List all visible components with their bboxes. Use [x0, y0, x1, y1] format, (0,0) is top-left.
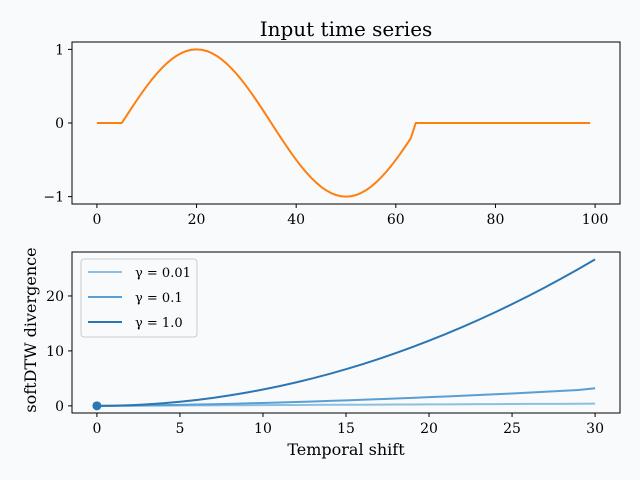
legend-label: γ = 1.0 — [135, 316, 183, 331]
x-axis-label: Temporal shift — [287, 440, 405, 459]
legend-box — [80, 258, 198, 338]
plot-lines — [96, 48, 591, 198]
plot-lines — [92, 258, 596, 411]
softdtw-divergence-chart: Temporal shift softDTW divergence 0 5 10 15… — [21, 247, 621, 459]
x-tick-label: 10 — [254, 421, 272, 437]
legend-label: γ = 0.01 — [135, 266, 191, 281]
series-line — [96, 48, 591, 198]
axis-ticks: 0 5 10 15 20 25 30 0 10 20 — [46, 289, 604, 437]
x-tick-label: 40 — [287, 212, 305, 228]
x-tick-label: 25 — [503, 421, 521, 437]
x-tick-label: 0 — [92, 421, 101, 437]
legend: γ = 0.01 γ = 0.1 γ = 1.0 — [80, 258, 198, 338]
origin-marker — [92, 401, 102, 411]
axes-frame — [71, 41, 621, 205]
axes-frame — [71, 251, 621, 414]
y-tick-label: 0 — [55, 116, 64, 132]
legend-label: γ = 0.1 — [135, 291, 183, 306]
y-tick-label: 20 — [46, 289, 64, 305]
x-tick-label: 80 — [487, 212, 505, 228]
y-axis-label: softDTW divergence — [21, 247, 40, 412]
series-line — [96, 387, 596, 407]
x-tick-label: 100 — [582, 212, 609, 228]
y-tick-label: 10 — [46, 344, 64, 360]
input-time-series-chart: Input time series 0 20 40 60 80 100 −1 0 1 — [43, 17, 621, 228]
x-tick-label: 0 — [92, 212, 101, 228]
chart-title: Input time series — [260, 17, 433, 41]
x-tick-label: 60 — [387, 212, 405, 228]
series-line — [96, 258, 596, 407]
x-tick-label: 15 — [337, 421, 355, 437]
x-tick-label: 30 — [586, 421, 604, 437]
axis-ticks: 0 20 40 60 80 100 −1 0 1 — [43, 42, 608, 228]
y-tick-label: 0 — [55, 399, 64, 415]
x-tick-label: 20 — [188, 212, 206, 228]
y-tick-label: −1 — [43, 190, 64, 206]
x-tick-label: 20 — [420, 421, 438, 437]
y-tick-label: 1 — [55, 42, 64, 58]
x-tick-label: 5 — [175, 421, 184, 437]
